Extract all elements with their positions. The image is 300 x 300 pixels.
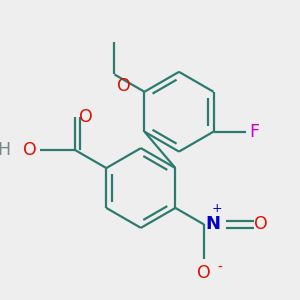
Text: O: O [79,108,93,126]
Text: H: H [0,141,11,159]
Text: N: N [206,215,220,233]
Text: F: F [249,123,259,141]
Text: O: O [117,77,131,95]
Text: +: + [212,202,222,215]
Text: O: O [23,141,37,159]
Text: -: - [217,261,222,275]
Text: O: O [254,215,268,233]
Text: O: O [197,264,211,282]
